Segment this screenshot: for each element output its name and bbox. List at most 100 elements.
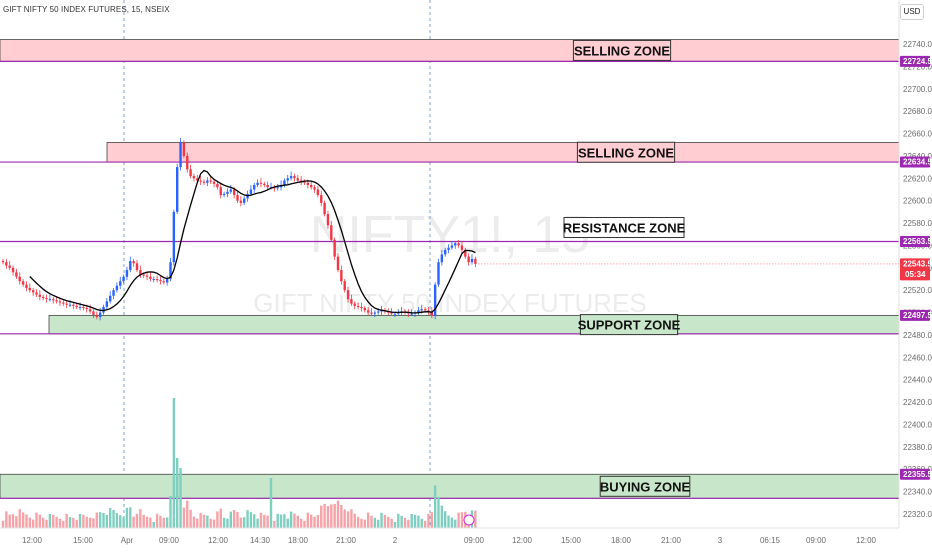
candle-body [467, 256, 470, 263]
volume-bar [457, 512, 460, 528]
candle-body [199, 180, 202, 182]
session-separators [123, 0, 431, 528]
candle-body [457, 243, 460, 246]
volume-bar [353, 513, 356, 528]
volume-bar [460, 512, 464, 528]
candle-body [45, 298, 48, 300]
candle-body [155, 279, 159, 281]
price-tick-label: 22520.0 [903, 286, 932, 295]
candle-body [430, 311, 433, 316]
volume-bar [236, 512, 239, 528]
candle-body [393, 313, 397, 315]
candle-body [162, 281, 165, 283]
candle-body [109, 295, 112, 302]
candle-body [356, 305, 360, 307]
volume-bar [407, 519, 410, 528]
price-tick-label: 22620.0 [903, 174, 932, 183]
volume-bar [444, 511, 447, 528]
volume-bar [263, 514, 266, 528]
candle-body [303, 181, 306, 183]
price-tick-label: 22320.0 [903, 510, 932, 519]
zone-box [0, 39, 900, 62]
zone-label-box [572, 39, 672, 61]
volume-bar [387, 516, 390, 528]
volume-bar [316, 515, 320, 528]
candle-body [450, 245, 454, 248]
candle-body [55, 300, 58, 302]
volume-bar [323, 504, 326, 528]
candle-body [125, 270, 129, 277]
volume-bar [430, 512, 433, 528]
volume-bar [78, 514, 82, 528]
volume-bar [410, 514, 413, 528]
volume-bar [273, 520, 276, 528]
volume-bar [159, 515, 162, 528]
volume-bar [152, 522, 155, 528]
price-tag [900, 468, 930, 480]
price-tag [900, 309, 930, 321]
price-tick-label: 22720.0 [903, 62, 932, 71]
candle-body [336, 256, 340, 271]
candle-body [35, 292, 38, 295]
volume-bar [310, 514, 313, 528]
candle-body [340, 270, 343, 282]
candle-body [115, 285, 119, 291]
volume-bar [206, 515, 209, 528]
watermark-symbol: NIFTY1!, 15 [310, 206, 590, 264]
volume-layer [1, 398, 477, 528]
candle-body [464, 249, 467, 257]
candle-body [346, 290, 350, 300]
candle-body [249, 189, 253, 194]
volume-bar [266, 515, 269, 528]
volume-bar [28, 517, 31, 528]
volume-bar [340, 505, 343, 528]
candle-body [232, 189, 236, 196]
candle-body [447, 247, 450, 250]
volume-bar [350, 509, 353, 528]
volume-bar [179, 468, 182, 528]
candle-body [427, 310, 430, 312]
time-tick-label: 09:00 [464, 536, 485, 545]
volume-bar [447, 515, 450, 528]
volume-bar [377, 519, 380, 528]
volume-bar [8, 514, 11, 528]
volume-bar [330, 504, 333, 528]
volume-bar [5, 511, 8, 528]
volume-bar [343, 509, 346, 528]
candle-body [165, 279, 169, 283]
candle-body [189, 169, 192, 177]
candle-body [159, 280, 162, 282]
volume-bar [169, 496, 172, 528]
price-tick-label: 22680.0 [903, 107, 932, 116]
currency-button[interactable]: USD [900, 4, 924, 20]
volume-bar [400, 515, 403, 528]
volume-bar [296, 515, 299, 528]
volume-bar [192, 516, 196, 528]
price-tag-value: 22724.5 [903, 57, 932, 66]
candle-body [460, 245, 464, 250]
volume-bar [95, 512, 98, 528]
volume-bar [229, 511, 232, 528]
price-tick-label: 22380.0 [903, 443, 932, 452]
candle-body [135, 263, 139, 271]
volume-bar [346, 511, 350, 528]
time-axis[interactable]: 12:00 15:00 Apr 09:00 12:00 14:30 18:00 21:00 2 0… [0, 514, 899, 545]
volume-bar [393, 522, 397, 528]
zone-label-box [563, 217, 685, 239]
candle-body [38, 294, 42, 297]
volume-bar [58, 518, 62, 528]
time-tick-label: 12:00 [22, 536, 43, 545]
volume-bar [68, 517, 72, 528]
candle-body [196, 178, 199, 181]
candle-body [310, 185, 313, 188]
volume-bar [135, 513, 139, 528]
volume-bar [259, 512, 263, 528]
candle-body [243, 198, 246, 203]
price-tick-label: 22340.0 [903, 488, 932, 497]
price-tags: 22724.5 22634.5 22563.5 22543.5 05:34 22497.5… [478, 55, 932, 480]
volume-bar [145, 516, 149, 528]
zone-label-box [576, 141, 676, 163]
time-tick-label: 14:30 [250, 536, 271, 545]
